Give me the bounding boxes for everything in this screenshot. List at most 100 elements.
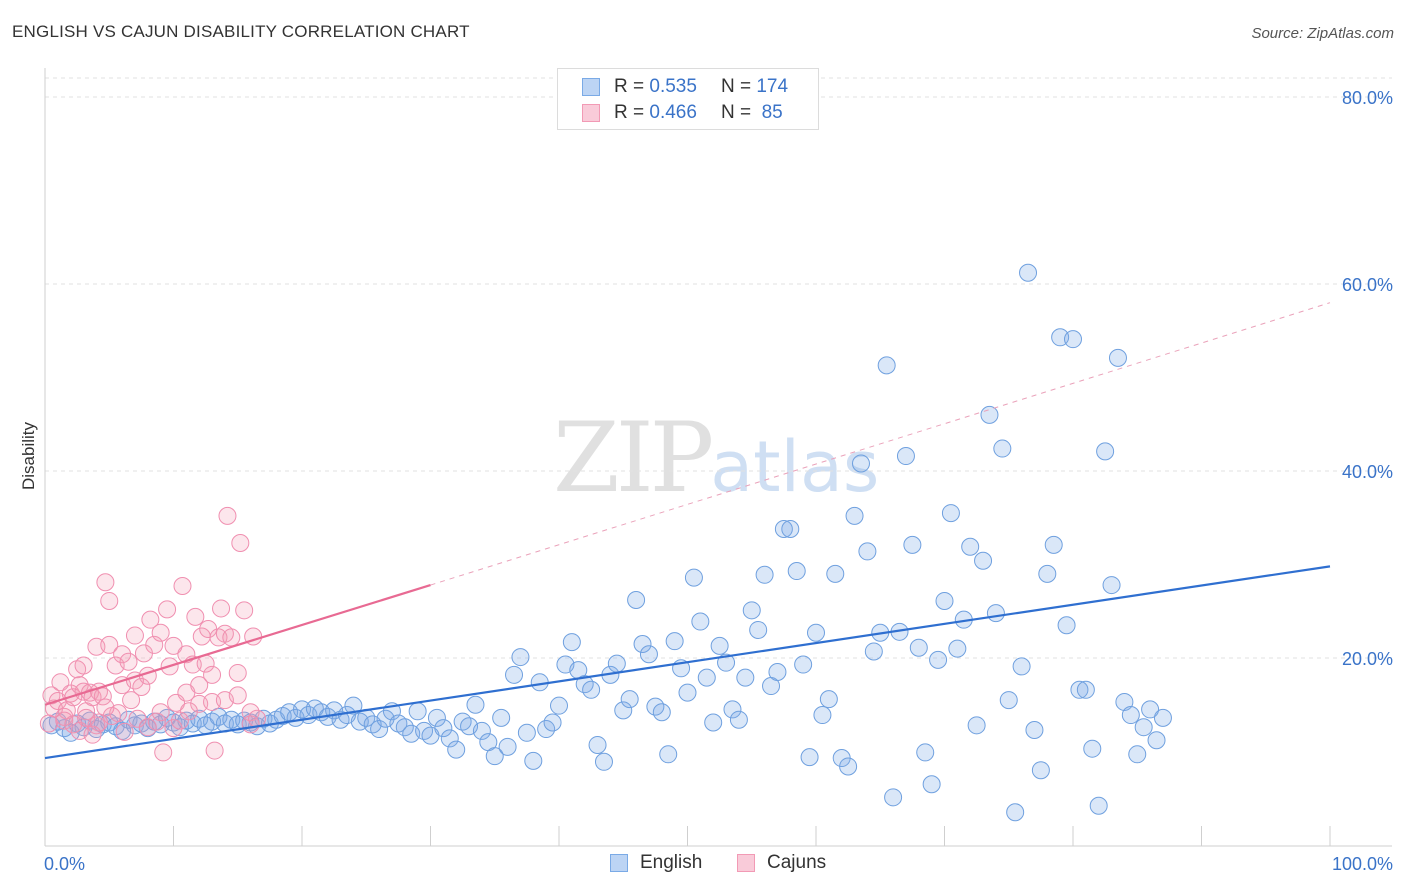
english-point: [974, 551, 993, 570]
chart-title: ENGLISH VS CAJUN DISABILITY CORRELATION …: [12, 22, 470, 41]
english-point: [485, 747, 504, 766]
cajun-point: [151, 623, 170, 642]
cajun-point: [170, 711, 189, 730]
cajun-point: [151, 703, 170, 722]
english-point: [1019, 263, 1038, 282]
english-point: [1025, 720, 1044, 739]
y-tick-label: 20.0%: [1342, 649, 1393, 669]
english-point: [941, 504, 960, 523]
english-point: [684, 568, 703, 587]
source-label: Source: ZipAtlas.com: [1251, 25, 1394, 42]
english-point: [447, 740, 466, 759]
cajun-swatch: [582, 104, 600, 122]
english-points: [42, 263, 1172, 822]
english-point: [961, 537, 980, 556]
english-point: [884, 788, 903, 807]
english-point: [839, 757, 858, 776]
english-point: [1153, 708, 1172, 727]
cajun-point: [132, 677, 151, 696]
cajun-point: [113, 645, 132, 664]
cajun-point: [122, 691, 141, 710]
english-point: [691, 612, 710, 631]
english-point: [517, 723, 536, 742]
english-point: [1089, 796, 1108, 815]
english-point: [1006, 803, 1025, 822]
english-point: [845, 506, 864, 525]
english-point: [505, 665, 524, 684]
english-point: [710, 636, 729, 655]
english-point: [1147, 731, 1166, 750]
legend-n-value: 85: [756, 102, 783, 123]
english-point: [524, 751, 543, 770]
cajun-point: [212, 599, 231, 618]
tick-labels: 20.0% 40.0% 60.0% 80.0% 0.0% 100.0% Disability: [19, 88, 1393, 874]
english-point: [787, 562, 806, 581]
english-point: [986, 604, 1005, 623]
english-point: [1121, 706, 1140, 725]
cajun-point: [87, 716, 106, 735]
cajun-point: [228, 686, 247, 705]
cajun-swatch: [737, 854, 755, 872]
legend-row-cajun: R = 0.466 N = 85: [582, 101, 783, 125]
english-point: [344, 696, 363, 715]
english-point: [620, 690, 639, 709]
x-tick-label-max: 100.0%: [1332, 854, 1393, 874]
bottom-legend-english: English: [610, 852, 702, 874]
legend-box: R = 0.535 N = 174 R = 0.466 N = 85: [557, 68, 819, 130]
english-point: [472, 721, 491, 740]
english-point: [588, 735, 607, 754]
english-point: [916, 743, 935, 762]
english-point: [929, 650, 948, 669]
english-point: [993, 439, 1012, 458]
english-point: [639, 645, 658, 664]
trend-lines: [44, 302, 1331, 760]
cajun-point: [138, 718, 157, 737]
english-point: [492, 708, 511, 727]
english-point: [903, 535, 922, 554]
bottom-legend-cajun: Cajuns: [737, 852, 826, 874]
cajun-point: [205, 741, 224, 760]
cajun-point: [115, 722, 134, 741]
english-point: [370, 720, 389, 739]
english-point: [466, 695, 485, 714]
english-point: [794, 655, 813, 674]
cajun-point: [147, 712, 166, 731]
english-point: [858, 542, 877, 561]
english-point: [1096, 442, 1115, 461]
cajun-point: [141, 610, 160, 629]
legend-row-english: R = 0.535 N = 174: [582, 75, 788, 99]
english-point: [1031, 761, 1050, 780]
english-point: [633, 634, 652, 653]
watermark: ZIPatlas: [553, 402, 879, 514]
english-point: [1070, 680, 1089, 699]
english-point: [562, 633, 581, 652]
watermark-atlas: atlas: [710, 426, 880, 508]
english-point: [864, 642, 883, 661]
cajun-point: [173, 577, 192, 596]
y-axis-label: Disability: [19, 421, 38, 490]
cajun-point: [222, 628, 241, 647]
legend-r-label: R =: [614, 76, 645, 97]
cajun-point: [74, 656, 93, 675]
english-point: [434, 719, 453, 738]
english-point: [980, 405, 999, 424]
english-point: [1012, 657, 1031, 676]
english-point: [453, 712, 472, 731]
cajun-trend-extension: [430, 302, 1331, 586]
english-point: [717, 653, 736, 672]
english-point: [1083, 739, 1102, 758]
cajun-point: [203, 665, 222, 684]
english-point: [408, 702, 427, 721]
english-point: [627, 591, 646, 610]
watermark-zip: ZIP: [553, 402, 714, 514]
english-point: [1064, 330, 1082, 349]
english-trend-line: [44, 565, 1331, 760]
english-point: [729, 710, 748, 729]
english-point: [440, 729, 459, 748]
english-point: [1057, 616, 1076, 635]
cajun-point: [218, 506, 237, 525]
y-tick-label: 80.0%: [1342, 88, 1393, 108]
cajun-point: [190, 676, 209, 695]
english-point: [819, 690, 838, 709]
english-point: [1076, 680, 1095, 699]
